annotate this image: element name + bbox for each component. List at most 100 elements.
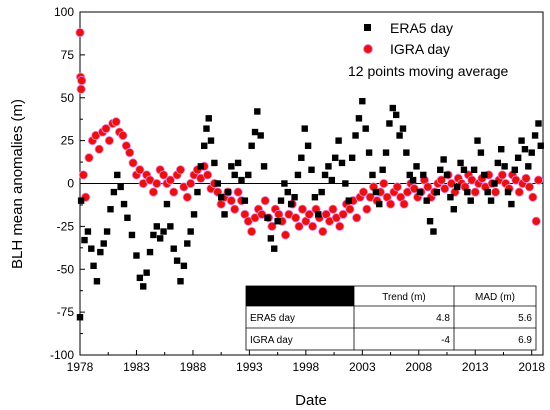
igra-point <box>304 209 314 219</box>
era5-point <box>437 166 444 173</box>
era5-point <box>362 125 369 132</box>
era5-point <box>284 188 291 196</box>
era5-point <box>124 214 131 221</box>
era5-point <box>201 142 208 149</box>
era5-point <box>369 171 376 179</box>
era5-point <box>338 159 346 167</box>
igra-point <box>291 213 301 223</box>
era5-point <box>197 163 205 170</box>
era5-point <box>97 248 104 256</box>
igra-point <box>497 170 507 180</box>
era5-point <box>254 108 261 115</box>
era5-point <box>167 223 174 230</box>
era5-point <box>211 159 218 167</box>
igra-point <box>392 182 402 192</box>
igra-point <box>524 182 535 192</box>
era5-point <box>203 125 210 132</box>
era5-point <box>440 156 447 163</box>
igra-point <box>125 148 135 158</box>
igra-point <box>104 136 114 146</box>
stats-row-label: IGRA day <box>250 335 293 346</box>
era5-point <box>426 218 434 225</box>
igra-point <box>230 204 240 214</box>
era5-point <box>359 97 366 105</box>
era5-point <box>177 278 184 285</box>
era5-point <box>345 197 352 204</box>
igra-point <box>165 175 175 185</box>
era5-point <box>304 142 312 149</box>
era5-point <box>311 194 319 201</box>
era5-point <box>77 197 85 204</box>
era5-point <box>514 154 522 161</box>
igra-point <box>521 173 531 183</box>
y-tick-label: 50 <box>61 91 75 105</box>
era5-point <box>389 104 397 112</box>
era5-point <box>156 235 164 242</box>
era5-point <box>325 163 332 170</box>
era5-point <box>88 245 95 252</box>
era5-point <box>467 197 474 204</box>
series-era5 <box>76 97 544 321</box>
y-tick-label: 75 <box>61 48 75 62</box>
stats-row-mad: 6.9 <box>518 335 532 346</box>
era5-point <box>205 115 212 122</box>
era5-point <box>498 146 505 153</box>
igra-point <box>148 187 159 197</box>
era5-point <box>386 120 393 127</box>
igra-point <box>335 221 345 231</box>
era5-point <box>342 180 349 187</box>
y-tick-label: -50 <box>57 262 75 276</box>
igra-point <box>267 221 277 231</box>
era5-point <box>321 171 329 179</box>
era5-point <box>301 125 308 132</box>
era5-point <box>318 188 325 196</box>
era5-point <box>298 154 305 161</box>
era5-point <box>184 240 191 247</box>
igra-point <box>128 158 138 168</box>
igra-point <box>158 170 169 180</box>
era5-point <box>231 171 238 179</box>
legend-label-igra: IGRA day <box>390 41 450 57</box>
era5-point <box>460 166 468 173</box>
igra-point <box>440 184 450 194</box>
stats-row-mad: 5.6 <box>518 313 532 324</box>
igra-point <box>470 187 480 197</box>
era5-point <box>180 262 188 270</box>
era5-point <box>153 223 160 230</box>
igra-point <box>490 187 501 197</box>
era5-point <box>457 159 464 167</box>
era5-point <box>409 176 417 184</box>
igra-point <box>345 204 355 214</box>
era5-point <box>136 274 144 282</box>
x-tick-label: 1978 <box>67 360 94 374</box>
era5-point <box>163 200 171 208</box>
era5-point <box>531 132 539 139</box>
era5-point <box>103 228 111 235</box>
x-tick-label: 2013 <box>462 360 489 374</box>
era5-point <box>406 171 413 179</box>
y-tick-label: -75 <box>57 305 75 319</box>
legend-marker-era5 <box>364 24 371 31</box>
era5-point <box>291 194 298 201</box>
igra-point <box>175 165 186 175</box>
igra-point <box>399 199 409 209</box>
igra-point <box>78 170 88 180</box>
era5-point <box>173 257 181 264</box>
era5-point <box>328 176 336 184</box>
era5-point <box>274 218 281 225</box>
era5-point <box>100 240 107 247</box>
legend-note: 12 points moving average <box>348 63 509 79</box>
era5-point <box>433 188 441 196</box>
igra-point <box>233 187 243 197</box>
stats-row-trend: 4.8 <box>436 313 450 324</box>
era5-point <box>335 137 342 144</box>
era5-point <box>365 149 373 156</box>
stats-header-mad: MAD (m) <box>475 292 515 303</box>
x-axis-title: Date <box>295 392 327 409</box>
igra-point <box>94 144 104 154</box>
era5-point <box>416 188 424 196</box>
era5-point <box>487 197 495 204</box>
era5-point <box>267 235 275 242</box>
era5-point <box>90 262 97 270</box>
igra-point <box>379 178 389 189</box>
